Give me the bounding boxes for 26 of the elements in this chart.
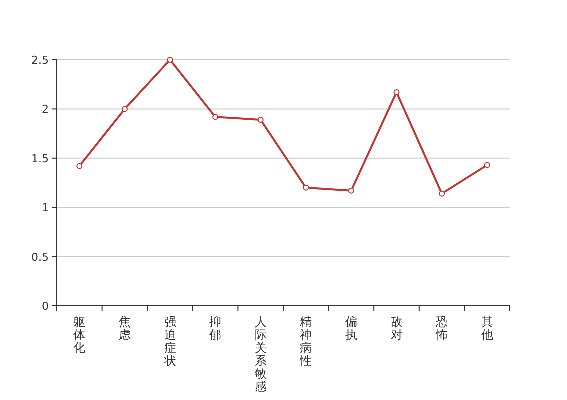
- x-tick-label: 焦虑: [118, 315, 131, 342]
- x-tick-label: 恐怖: [435, 315, 448, 342]
- y-tick-label: 0: [42, 300, 49, 313]
- x-tick-label: 其他: [481, 315, 494, 342]
- point: [484, 162, 490, 168]
- y-tick-label: 2: [42, 103, 49, 116]
- point: [439, 190, 446, 197]
- point: [212, 114, 219, 120]
- x-tick-label: 精神病性: [299, 315, 312, 368]
- x-tick-label: 人际关系敏感: [254, 315, 267, 394]
- point: [394, 89, 400, 96]
- y-tick-label: 0.5: [32, 250, 49, 264]
- y-tick-label: 1.5: [32, 152, 49, 166]
- point: [76, 163, 83, 170]
- point: [122, 106, 128, 112]
- x-tick-label: 躯体化: [74, 315, 86, 355]
- x-tick-label: 抑郁: [210, 315, 222, 342]
- point: [303, 184, 310, 191]
- y-tick-label: 2.5: [32, 54, 49, 67]
- x-tick-label: 敌对: [390, 315, 403, 342]
- point: [258, 117, 264, 124]
- point: [348, 188, 354, 194]
- x-tick-label: 偏执: [345, 315, 358, 342]
- x-tick-label: 强迫症状: [163, 315, 176, 368]
- y-tick-label: 1: [42, 202, 49, 215]
- point: [167, 57, 174, 63]
